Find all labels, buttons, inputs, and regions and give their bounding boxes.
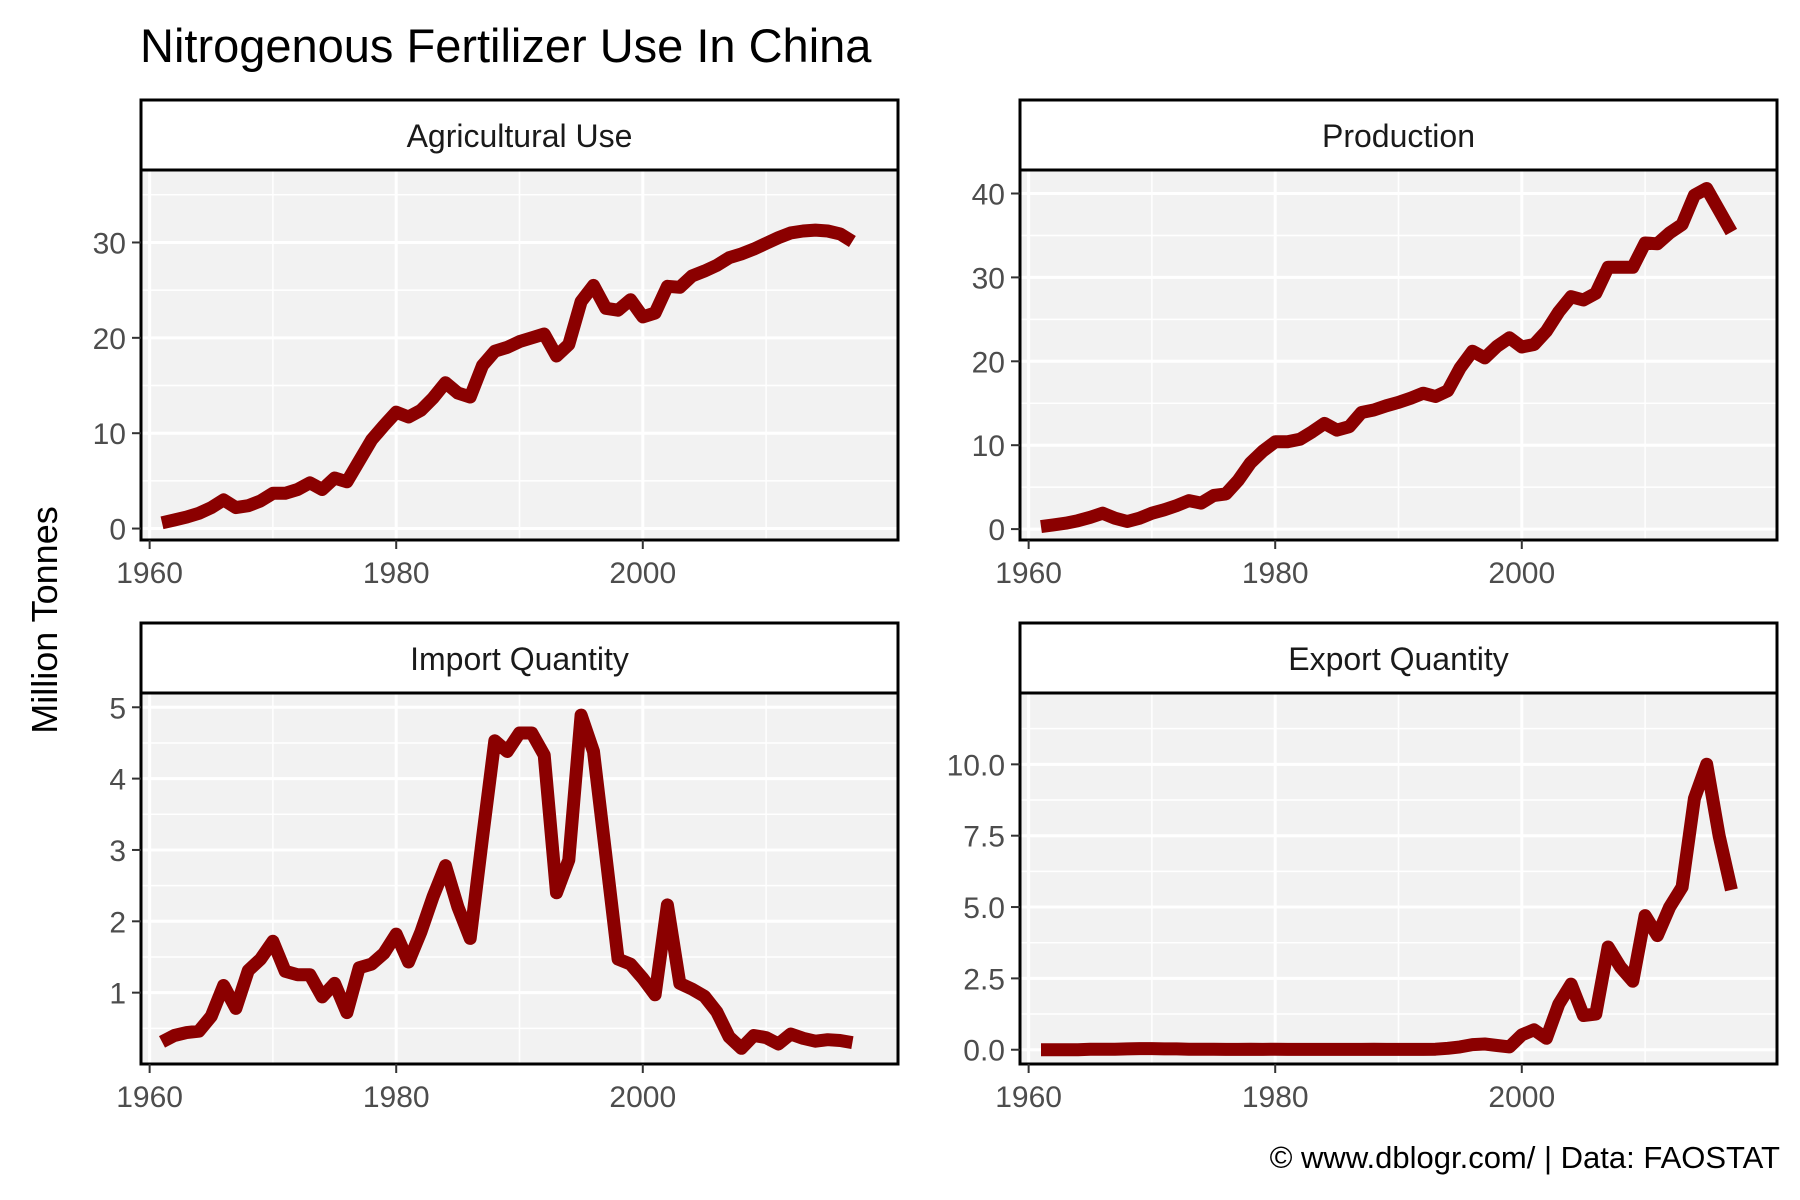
panel-border [139, 168, 900, 542]
series-line [1041, 757, 1738, 1057]
facet-strip [1018, 621, 1779, 695]
panel-3: Import Quantity 1 2 3 4 5 1960 1980 2000 [109, 621, 900, 1114]
panel-border [1018, 691, 1779, 1066]
y-tick-label: 0 [109, 514, 126, 547]
x-tick-label: 2000 [609, 1081, 676, 1114]
x-tick-label: 1980 [363, 1081, 430, 1114]
panel-border [139, 691, 900, 1066]
y-tick-label: 0 [988, 514, 1005, 547]
y-tick-label: 20 [972, 346, 1005, 379]
y-tick-label: 0.0 [963, 1035, 1005, 1068]
y-tick-label: 2 [109, 906, 126, 939]
y-tick-label: 30 [972, 262, 1005, 295]
x-tick-label: 2000 [609, 557, 676, 590]
y-tick-label: 20 [93, 323, 126, 356]
series-line [158, 708, 854, 1055]
facet-strip [139, 621, 900, 695]
y-tick-label: 1 [109, 978, 126, 1011]
series-line [160, 223, 856, 530]
x-tick-label: 2000 [1488, 1081, 1555, 1114]
y-tick-label: 40 [972, 178, 1005, 211]
source-caption: © www.dblogr.com/ | Data: FAOSTAT [1269, 1140, 1780, 1175]
facet-title: Production [1322, 118, 1475, 154]
x-tick-label: 1960 [116, 557, 183, 590]
y-tick-label: 10.0 [947, 749, 1005, 782]
facet-title: Agricultural Use [407, 118, 633, 154]
x-tick-label: 1960 [995, 557, 1062, 590]
y-tick-label: 5 [109, 692, 126, 725]
panel-border [1018, 168, 1779, 542]
x-tick-label: 2000 [1488, 557, 1555, 590]
y-tick-label: 7.5 [963, 821, 1005, 854]
y-tick-label: 4 [109, 764, 126, 797]
figure-title: Nitrogenous Fertilizer Use In China [140, 19, 872, 72]
y-tick-label: 30 [93, 227, 126, 260]
facet-title: Import Quantity [410, 641, 629, 677]
panel-2: Production 0 10 20 30 40 1960 1980 2000 [972, 98, 1779, 590]
y-tick-label: 10 [93, 418, 126, 451]
panel-1: Agricultural Use 0 10 20 30 1960 1980 2000 [93, 98, 900, 590]
panel-4: Export Quantity 0.0 2.5 5.0 7.5 10.0 1960 1980 2… [947, 621, 1779, 1114]
y-tick-label: 10 [972, 430, 1005, 463]
series-line [1040, 182, 1738, 534]
facet-title: Export Quantity [1288, 641, 1509, 677]
x-tick-label: 1980 [363, 557, 430, 590]
x-tick-label: 1960 [116, 1081, 183, 1114]
y-tick-label: 2.5 [963, 963, 1005, 996]
x-tick-label: 1960 [995, 1081, 1062, 1114]
y-tick-label: 5.0 [963, 892, 1005, 925]
x-tick-label: 1980 [1242, 557, 1309, 590]
x-tick-label: 1980 [1242, 1081, 1309, 1114]
y-tick-label: 3 [109, 835, 126, 868]
